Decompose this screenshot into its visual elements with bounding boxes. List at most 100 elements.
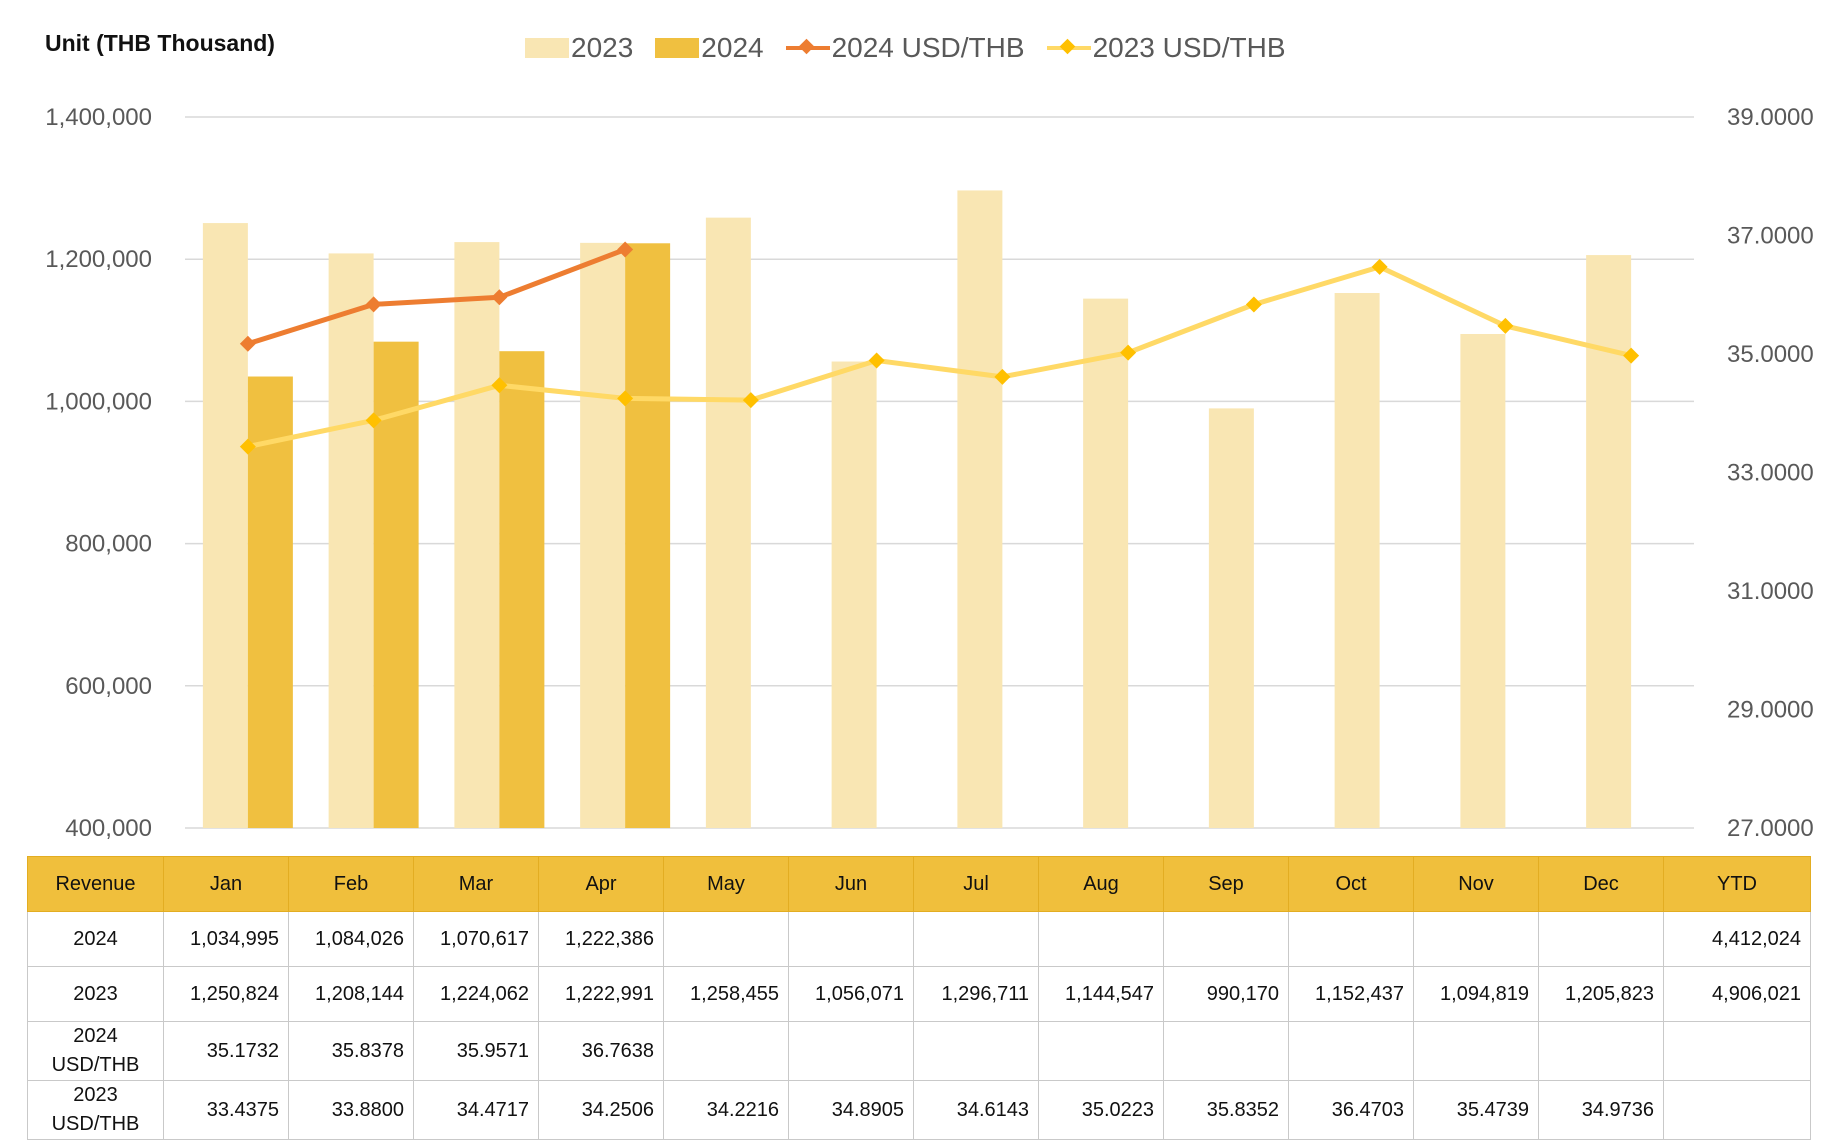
table-cell: 1,222,386 [538,911,664,967]
point-2023-usd-thb-dec [1623,347,1640,364]
table-header-aug: Aug [1038,856,1164,912]
y2-axis-tick-label: 31.0000 [1727,578,1814,605]
table-cell [1288,911,1414,967]
table-cell: 4,412,024 [1663,911,1811,967]
table-cell: 1,056,071 [788,966,914,1022]
bar-2023-aug [1083,298,1129,828]
unit-label: Unit (THB Thousand) [45,30,275,56]
table-cell [1288,1021,1414,1081]
point-2023-usd-thb-jun [868,352,885,369]
chart-legend: 2023 2024 2024 USD/THB 2023 USD/THB [525,30,1308,66]
table-cell: 34.6143 [913,1080,1039,1140]
legend-label-2023-usd-thb: 2023 USD/THB [1092,32,1286,63]
table-cell [1538,911,1664,967]
table-cell: 35.9571 [413,1021,539,1081]
table-cell: 33.8800 [288,1080,414,1140]
table-cell: 1,034,995 [163,911,289,967]
table-cell [788,911,914,967]
revenue-table: Revenue Jan Feb Mar Apr May Jun Jul Aug Sep Oct Nov… [27,856,1811,1140]
table-cell [1163,911,1289,967]
table-header-ytd: YTD [1663,856,1811,912]
legend-swatch-2024 [655,38,700,58]
y2-axis-tick-label: 35.0000 [1727,341,1814,368]
table-header-nov: Nov [1413,856,1539,912]
bar-2024-feb [373,341,419,828]
table-cell: 35.1732 [163,1021,289,1081]
bar-2023-apr [580,242,626,828]
table-cell: 34.8905 [788,1080,914,1140]
y-axis-tick-label: 1,400,000 [45,104,152,131]
table-cell [1413,911,1539,967]
point-2024-usd-thb-mar [491,289,508,306]
bar-2023-feb [328,253,374,829]
y-axis-tick-label: 600,000 [65,673,152,700]
table-cell [913,1021,1039,1081]
point-2023-usd-thb-may [742,392,759,409]
table-row: 2023 1,250,824 1,208,144 1,224,062 1,222,991… [27,966,1811,1022]
table-cell [1663,1021,1811,1081]
point-2023-usd-thb-aug [1120,344,1137,361]
bar-2023-jun [831,361,877,828]
table-row-label: 2024 USD/THB [27,1021,164,1081]
legend-item-2023-usd-thb: 2023 USD/THB [1046,32,1286,64]
point-2023-usd-thb-apr [617,390,634,407]
legend-label-2024: 2024 [701,32,764,63]
table-header-oct: Oct [1288,856,1414,912]
table-cell: 34.4717 [413,1080,539,1140]
table-header-jun: Jun [788,856,914,912]
legend-swatch-2023 [525,38,569,58]
table-cell: 35.4739 [1413,1080,1539,1140]
table-cell [1413,1021,1539,1081]
table-row: 2024 USD/THB 35.1732 35.8378 35.9571 36.7638 [27,1021,1811,1081]
table-cell: 36.7638 [538,1021,664,1081]
legend-label-2023: 2023 [571,32,634,63]
table-row-label: 2023 USD/THB [27,1080,164,1140]
legend-swatch-2024-usd-thb [785,38,830,58]
table-cell: 35.8378 [288,1021,414,1081]
y2-axis-tick-label: 39.0000 [1727,104,1814,131]
table-cell: 1,070,617 [413,911,539,967]
point-2024-usd-thb-apr [617,241,634,258]
table-cell [913,911,1039,967]
y-axis-tick-label: 400,000 [65,815,152,840]
table-cell: 33.4375 [163,1080,289,1140]
table-cell: 1,084,026 [288,911,414,967]
point-2024-usd-thb-jan [239,335,256,352]
point-2023-usd-thb-nov [1497,317,1514,334]
table-cell: 34.9736 [1538,1080,1664,1140]
bar-2023-oct [1334,293,1380,828]
bar-2023-jul [957,190,1003,828]
table-cell: 1,208,144 [288,966,414,1022]
line-2023-usd-thb [247,264,1632,450]
bar-2024-mar [499,351,545,828]
table-cell: 1,205,823 [1538,966,1664,1022]
line-2024-usd-thb [247,247,627,347]
bar-2023-may [705,217,751,828]
y2-axis-tick-label: 27.0000 [1727,815,1814,840]
table-cell [663,911,789,967]
table-cell [1163,1021,1289,1081]
y-axis-tick-label: 1,200,000 [45,246,152,273]
table-cell: 34.2506 [538,1080,664,1140]
bar-2024-jan [247,376,293,828]
table-header-row: Revenue Jan Feb Mar Apr May Jun Jul Aug Sep Oct Nov… [27,856,1811,912]
table-row: 2024 1,034,995 1,084,026 1,070,617 1,222,386… [27,911,1811,967]
table-cell [1038,911,1164,967]
table-header-mar: Mar [413,856,539,912]
y2-axis-tick-label: 37.0000 [1727,223,1814,250]
point-2023-usd-thb-mar [491,377,508,394]
table-cell: 36.4703 [1288,1080,1414,1140]
point-2023-usd-thb-jan [239,438,256,455]
point-2024-usd-thb-feb [365,296,382,313]
table-cell [788,1021,914,1081]
y-axis-tick-label: 1,000,000 [45,388,152,415]
table-row: 2023 USD/THB 33.4375 33.8800 34.4717 34.2506 3… [27,1080,1811,1140]
point-2023-usd-thb-sep [1245,296,1262,313]
table-cell: 1,250,824 [163,966,289,1022]
table-header-feb: Feb [288,856,414,912]
table-header-revenue: Revenue [27,856,164,912]
table-cell [663,1021,789,1081]
legend-swatch-2023-usd-thb [1046,38,1091,58]
table-cell: 1,258,455 [663,966,789,1022]
point-2023-usd-thb-jul [994,368,1011,385]
